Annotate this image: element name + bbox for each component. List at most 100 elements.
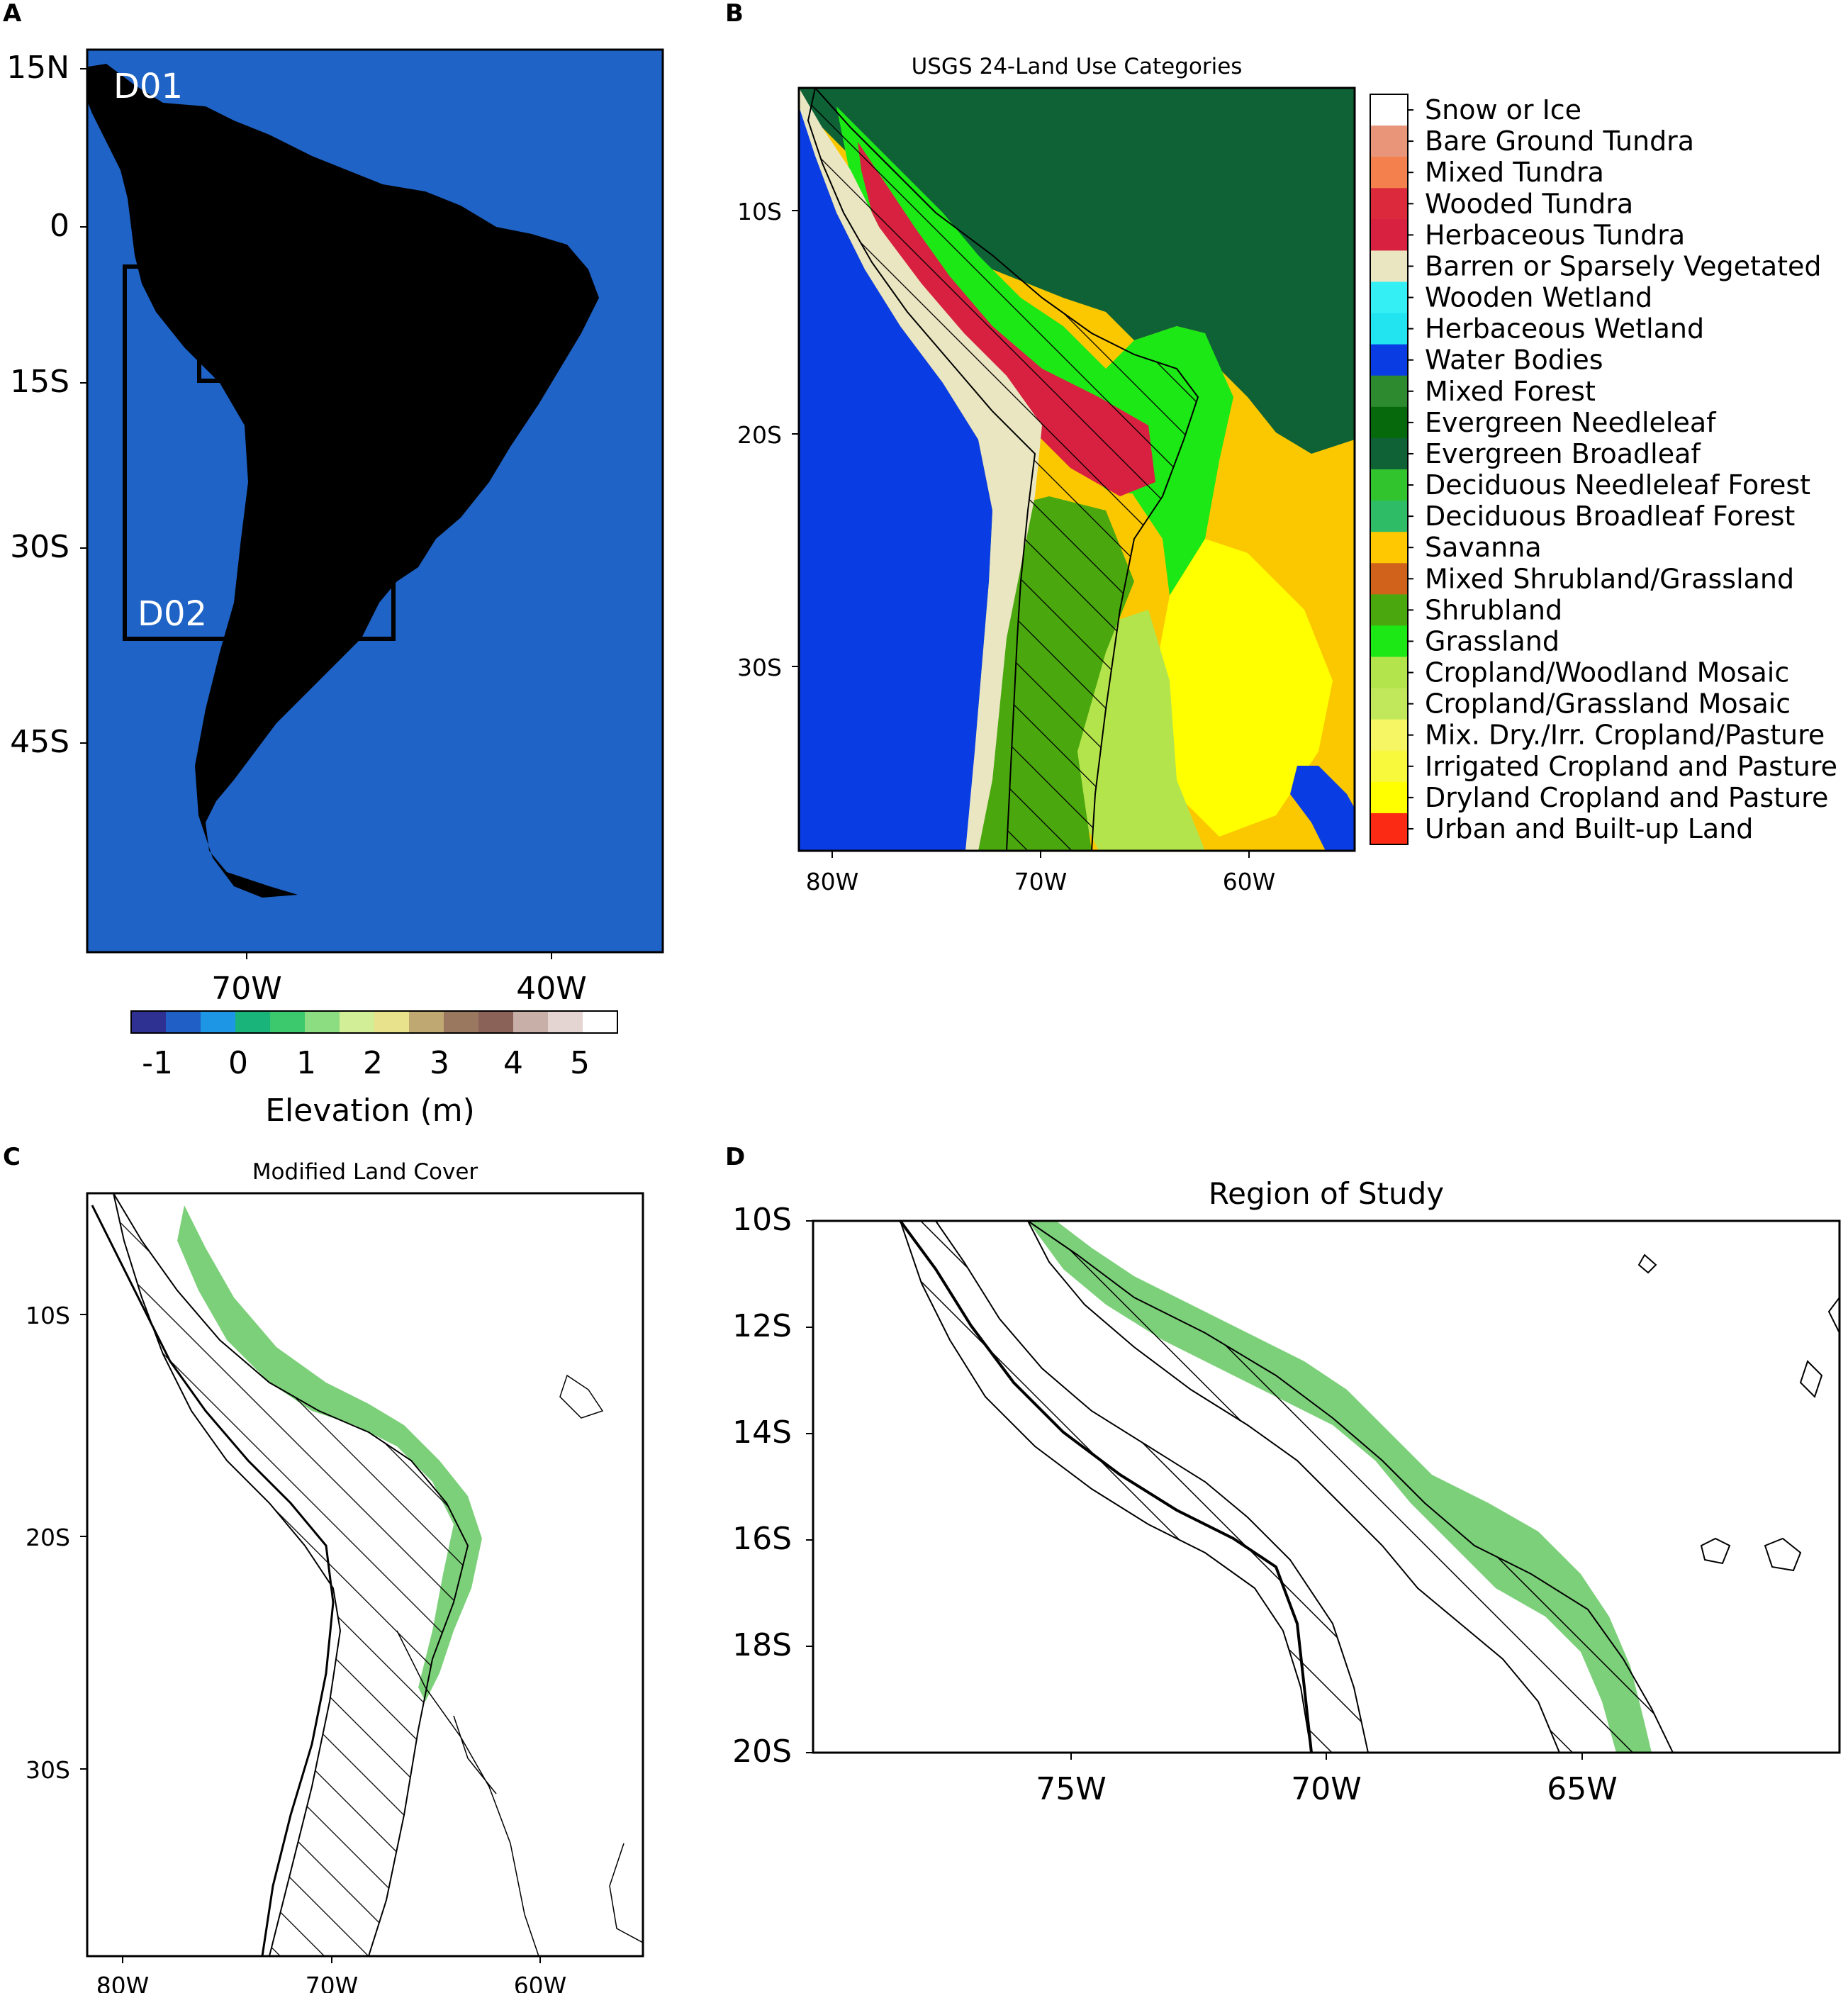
panel-b-label: B <box>725 0 744 28</box>
colorbar-swatch <box>409 1011 444 1033</box>
legend-swatch <box>1370 437 1408 470</box>
panel-c-lat-tick-label: 20S <box>26 1524 70 1551</box>
legend-label: Mixed Forest <box>1425 376 1596 407</box>
legend-label: Savanna <box>1425 532 1542 563</box>
panel-c-lat-ticks: 10S 20S 30S <box>26 1302 87 1784</box>
legend-swatch <box>1370 688 1408 720</box>
contours-d <box>1637 1254 1839 1572</box>
panel-a-lat-tick-label: 30S <box>10 529 69 565</box>
legend-frame <box>1370 94 1409 845</box>
dryland-cropland-area <box>1148 539 1333 837</box>
legend-label: Mixed Shrubland/Grassland <box>1425 563 1794 594</box>
panel-c-title: Modified Land Cover <box>252 1159 478 1185</box>
modified-vegetation-green <box>177 1205 482 1702</box>
country-borders <box>141 133 433 781</box>
legend-label: Evergreen Broadleaf <box>1425 438 1701 469</box>
coastline-c <box>91 1205 335 1956</box>
colorbar-swatch <box>305 1011 340 1033</box>
panel-a-lat-tick-label: 0 <box>50 208 69 244</box>
hatch-coast-d <box>899 1221 1370 1753</box>
legend-swatch <box>1370 250 1408 282</box>
legend-label: Barren or Sparsely Vegetated <box>1425 250 1822 281</box>
legend-label: Dryland Cropland and Pasture <box>1425 782 1828 813</box>
domain-label-d01: D01 <box>113 67 183 106</box>
panel-a-lat-ticks: 15N 0 15S 30S 45S <box>6 50 87 760</box>
panel-a-label: A <box>3 0 22 28</box>
hatch-region-c <box>113 1193 469 1956</box>
panel-b: B USGS 24-Land Use Categories 10S20S30S … <box>725 0 1837 895</box>
panel-b-lon-tick-label: 80W <box>806 868 859 895</box>
legend-swatch <box>1370 344 1408 376</box>
panel-a: A D01 D02 D03 15N 0 15S 30S 45S 70W 40W -1 0 1 2… <box>3 0 664 1129</box>
legend-swatch <box>1370 625 1408 657</box>
panel-b-lon-tick-label: 60W <box>1223 868 1276 895</box>
panel-a-frame <box>86 48 664 954</box>
legend-label: Irrigated Cropland and Pasture <box>1425 751 1837 782</box>
contours-c <box>396 1374 643 1956</box>
panel-d-lon-tick-label: 65W <box>1547 1771 1618 1807</box>
legend-swatch <box>1370 313 1408 345</box>
hatch-region-b <box>807 88 1199 851</box>
legend-label: Urban and Built-up Land <box>1425 813 1753 844</box>
colorbar-swatch <box>340 1011 375 1033</box>
legend-label: Snow or Ice <box>1425 94 1581 125</box>
legend-label: Deciduous Needleleaf Forest <box>1425 469 1810 501</box>
colorbar-swatch <box>583 1011 618 1033</box>
panel-a-lat-tick-label: 15N <box>6 50 69 86</box>
colorbar-swatch <box>270 1011 306 1033</box>
legend-swatch <box>1370 469 1408 501</box>
legend-swatch <box>1370 532 1408 564</box>
panel-b-frame <box>797 86 1356 852</box>
south-america-landmass <box>87 64 599 898</box>
panel-b-lat-tick-label: 10S <box>737 198 782 225</box>
panel-c-lon-tick-label: 80W <box>96 1972 150 1993</box>
panel-d-lat-tick-label: 20S <box>732 1734 792 1770</box>
colorbar-tick-label: 0 <box>228 1045 248 1081</box>
legend-label: Herbaceous Tundra <box>1425 219 1685 250</box>
colorbar-swatch <box>166 1011 201 1033</box>
domain-d03-box <box>197 291 292 383</box>
panel-c-lon-tick-label: 70W <box>306 1972 359 1993</box>
legend-swatch <box>1370 125 1408 157</box>
legend-swatch <box>1370 781 1408 814</box>
panel-d-label: D <box>725 1143 745 1171</box>
panel-c-label: C <box>3 1143 21 1171</box>
legend-label: Wooded Tundra <box>1425 188 1633 219</box>
pacific-ocean <box>799 106 992 851</box>
colorbar-tick-label: -1 <box>142 1045 173 1081</box>
panel-a-lon-tick-label: 40W <box>516 971 587 1007</box>
legend-swatch <box>1370 94 1408 126</box>
panel-d: D Region of Study 10S 12S 14S 16S 18S 20S 75W… <box>725 1143 1841 1807</box>
colorbar-swatch <box>131 1011 167 1033</box>
legend-swatch <box>1370 281 1408 314</box>
panel-d-lat-tick-label: 10S <box>732 1202 792 1238</box>
colorbar-swatch <box>374 1011 410 1033</box>
legend-swatch <box>1370 219 1408 251</box>
legend-swatch <box>1370 157 1408 189</box>
legend-label: Cropland/Woodland Mosaic <box>1425 657 1789 688</box>
panel-a-lon-ticks: 70W 40W <box>211 952 587 1007</box>
legend-label: Wooden Wetland <box>1425 282 1652 313</box>
colorbar-tick-label: 5 <box>570 1045 590 1081</box>
legend-label: Cropland/Grassland Mosaic <box>1425 688 1791 720</box>
legend-swatch <box>1370 657 1408 689</box>
legend-swatch <box>1370 750 1408 783</box>
legend-label: Evergreen Needleleaf <box>1425 407 1717 438</box>
panel-d-lat-ticks: 10S 12S 14S 16S 18S 20S <box>732 1202 813 1770</box>
evergreen-broadleaf-area <box>799 88 1355 454</box>
domain-label-d02: D02 <box>138 594 207 634</box>
panel-d-lon-ticks: 75W 70W 65W <box>1036 1753 1618 1807</box>
legend-swatch <box>1370 594 1408 626</box>
panel-b-title: USGS 24-Land Use Categories <box>912 54 1243 79</box>
panel-a-lat-tick-label: 15S <box>10 364 69 400</box>
panel-c-lon-tick-label: 60W <box>514 1972 567 1993</box>
colorbar-swatch <box>478 1011 514 1033</box>
panel-b-lat-tick-label: 30S <box>737 654 782 681</box>
colorbar-frame <box>130 1010 618 1034</box>
legend-swatch <box>1370 813 1408 845</box>
colorbar-swatch <box>548 1011 583 1033</box>
colorbar-tick-label: 4 <box>503 1045 523 1081</box>
legend-label: Mixed Tundra <box>1425 157 1604 188</box>
colorbar-tick-label: 3 <box>430 1045 449 1081</box>
panel-d-title: Region of Study <box>1209 1176 1444 1211</box>
